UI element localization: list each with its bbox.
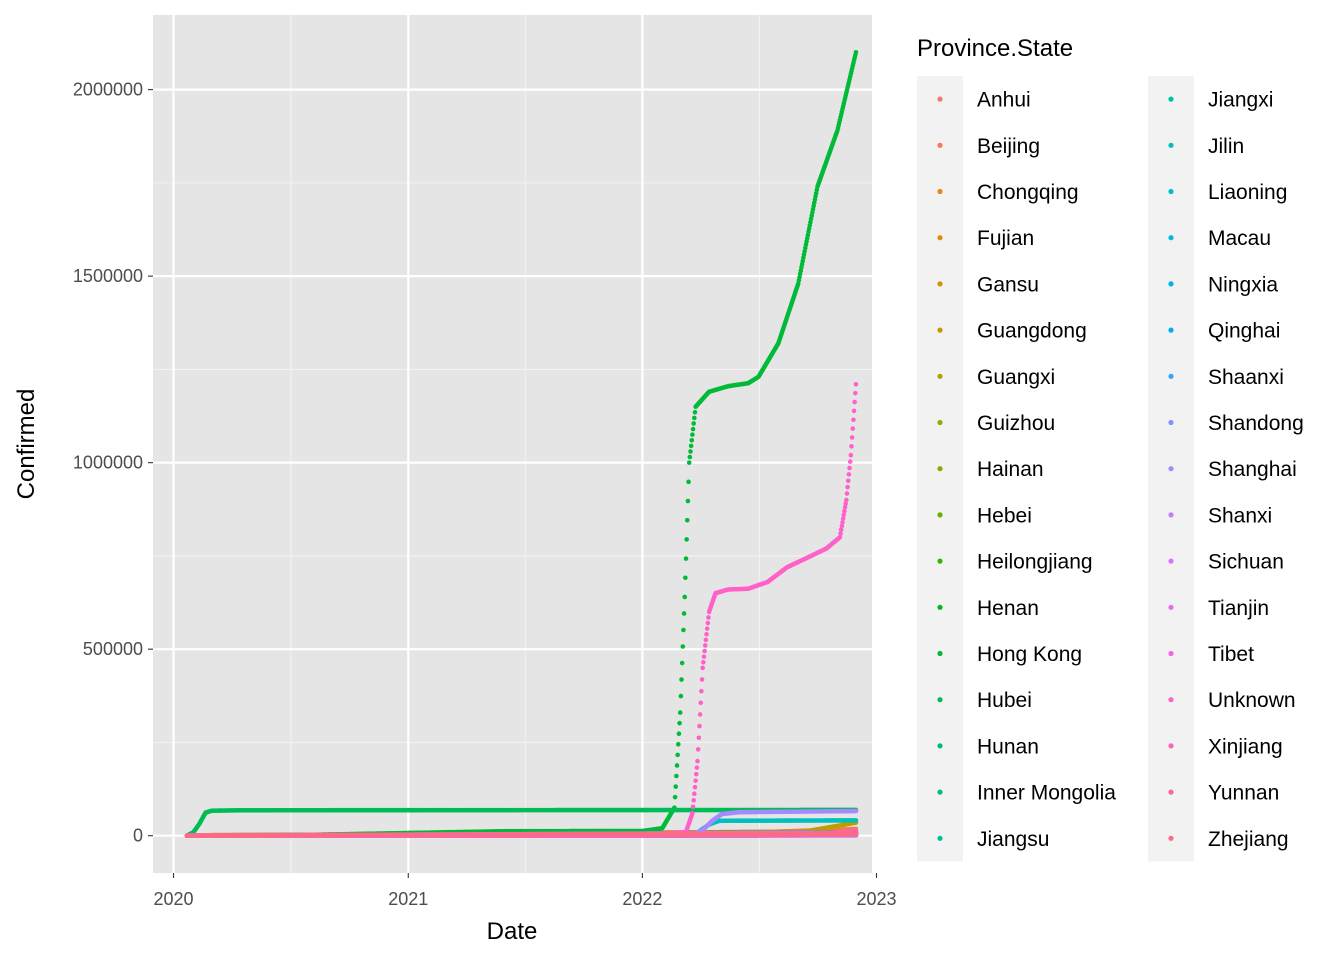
data-points [184, 50, 859, 838]
panel-background [153, 15, 872, 873]
major-gridlines [153, 15, 878, 873]
minor-gridlines [153, 15, 872, 873]
